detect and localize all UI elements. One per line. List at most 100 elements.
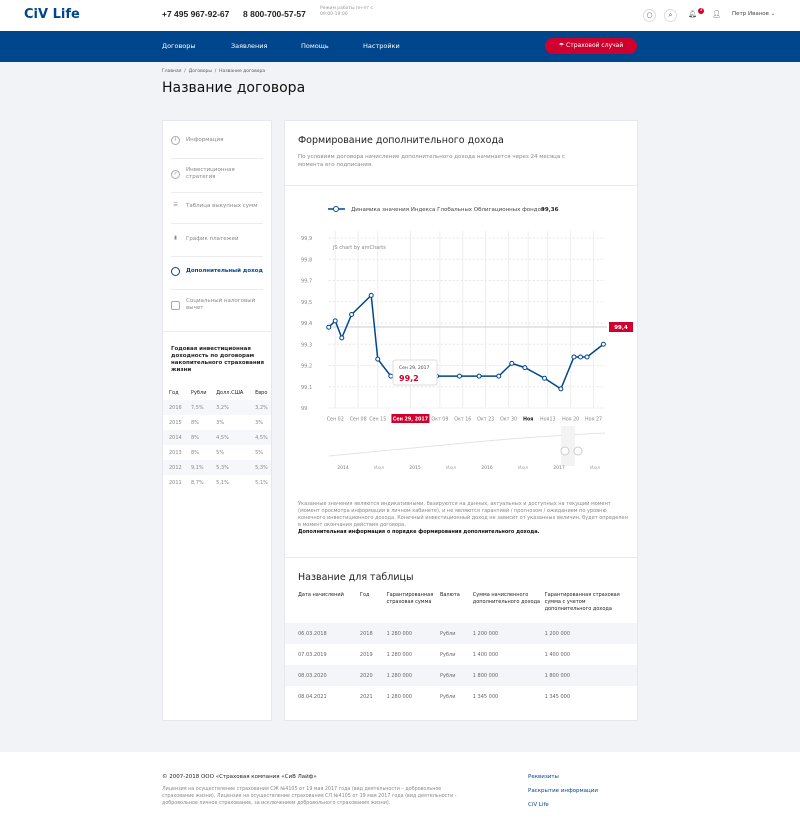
table-cell: 1 400 000: [544, 651, 571, 658]
table-cell: 2014: [163, 430, 185, 445]
sidebar-item-label: Инвестиционная стратегия: [186, 167, 235, 180]
sidebar-item-payments[interactable]: ▮ График платежей: [171, 235, 263, 244]
sidebar-item-label: Дополнительный доход: [186, 268, 263, 274]
scroller-label: 2014: [337, 465, 349, 471]
table-cell: 7,5%: [184, 400, 211, 415]
divider: [171, 223, 263, 224]
logo[interactable]: CiV Life: [24, 7, 80, 22]
footer-link-requisites[interactable]: Реквизиты: [528, 774, 559, 780]
tooltip-date: Сен 29, 2017: [399, 365, 429, 371]
data-point: [349, 312, 355, 317]
table-row: 2016 7,5% 3,2% 3,2%: [163, 400, 271, 415]
table-cell: 5%: [216, 449, 225, 456]
legend-value: 99,36: [541, 207, 559, 213]
table-cell: 9,1%: [184, 460, 211, 475]
table-cell: 1 800 000: [472, 665, 545, 686]
nav-applications[interactable]: Заявления: [231, 42, 268, 50]
table-cell: 2021: [359, 693, 373, 700]
phone-hotline[interactable]: 8 800-700-57-57: [243, 9, 306, 19]
data-point: [375, 356, 381, 362]
income-table: Дата начислений Год Гарантированная страхо…: [285, 588, 637, 707]
data-point: [476, 373, 482, 379]
sidebar-item-info[interactable]: i Информация: [171, 136, 263, 145]
copyright: © 2007-2018 ООО «Страховая компания «СиВ…: [162, 774, 317, 780]
divider: [171, 192, 263, 193]
table-cell: 2016: [163, 400, 185, 415]
data-point: [326, 324, 332, 330]
index-chart[interactable]: Динамика значения Индекса Глобальных Обл…: [285, 191, 637, 481]
y-tick-label: 99,2: [301, 364, 312, 370]
col-header: Год: [169, 389, 179, 396]
col-header: Гарантированная страховая сумма: [386, 592, 434, 605]
data-point: [496, 373, 502, 379]
table-cell: 5,1%: [216, 479, 229, 486]
phone-moscow[interactable]: +7 495 967-92-67: [162, 9, 230, 19]
scroller-label: 2015: [409, 465, 421, 471]
table-cell: 2018: [359, 623, 387, 644]
sidebar-item-surrender-table[interactable]: ☰ Таблица выкупных сумм: [171, 202, 263, 211]
breadcrumb-home[interactable]: Главная: [162, 69, 182, 74]
col-header: Валюта: [439, 592, 460, 598]
x-tick-label: Окт 16: [454, 417, 471, 423]
section-title: Формирование дополнительного дохода: [298, 135, 504, 146]
table-cell: 1 200 000: [544, 623, 637, 644]
y-tick-label: 99,9: [301, 236, 312, 242]
x-tick-label: Сен 15: [369, 417, 386, 423]
insurance-case-button[interactable]: ☂ Страховой случай: [545, 38, 637, 54]
footer-link-civlife[interactable]: CiV Life: [528, 802, 549, 808]
table-cell: 5,1%: [255, 479, 268, 486]
table-title: Название для таблицы: [298, 572, 414, 583]
x-tick-label: Ноя 27: [585, 417, 602, 423]
legend-marker: [333, 206, 339, 212]
data-point: [332, 318, 338, 324]
nav-contracts[interactable]: Договоры: [162, 42, 196, 50]
footer-link-disclosure[interactable]: Раскрытие информации: [528, 788, 598, 794]
legend-label: Динамика значения Индекса Глобальных Обл…: [351, 207, 544, 213]
divider: [285, 557, 637, 558]
x-tick-highlight: [391, 414, 430, 423]
scroller-left-handle: [560, 446, 570, 456]
chat-icon[interactable]: ○: [643, 9, 656, 22]
sidebar-item-additional-income[interactable]: Дополнительный доход: [171, 267, 263, 276]
data-point: [457, 373, 462, 379]
table-cell: 1 280 000: [386, 651, 413, 658]
x-tick-label: Окт 30: [500, 417, 517, 423]
scroller-label: Июл: [446, 465, 456, 471]
nav-help[interactable]: Помощь: [301, 42, 329, 50]
user-icon[interactable]: 👤︎: [712, 10, 721, 18]
data-point: [571, 354, 577, 360]
sidebar-item-tax-deduction[interactable]: Социальный налоговый вычет: [171, 298, 263, 312]
x-tick-label: Окт 23: [477, 417, 494, 423]
chart-credit: JS chart by amCharts: [332, 245, 386, 251]
user-menu[interactable]: Петр Иванов ⌄: [732, 11, 775, 17]
table-cell: 2013: [169, 449, 182, 456]
yield-title: Годовая инвестиционная доходность по дог…: [171, 346, 265, 373]
table-cell: 8,7%: [190, 479, 204, 486]
col-header: Евро: [255, 389, 268, 396]
table-cell: 3,2%: [210, 400, 250, 415]
table-cell: Рубли: [439, 623, 473, 644]
breadcrumb-contracts[interactable]: Договоры: [188, 69, 212, 74]
insurance-case-label: Страховой случай: [566, 42, 624, 49]
work-hours: Режим работы пн-пт с 09:00-19:00: [320, 6, 374, 17]
table-cell: Рубли: [439, 651, 456, 658]
x-tick-label: Окт 09: [431, 417, 448, 423]
col-header: Рубли: [190, 389, 207, 396]
nav-settings[interactable]: Настройки: [363, 42, 400, 50]
search-icon[interactable]: ⌕: [664, 9, 677, 22]
more-info-link[interactable]: Дополнительная информация о порядке форм…: [298, 529, 540, 535]
divider: [285, 185, 637, 186]
data-point: [522, 365, 528, 371]
table-row: 2011 8,7% 5,1% 5,1%: [163, 475, 271, 490]
yield-table: Год Рубли Долл.США Евро 2016 7,5% 3,2% 3,2% 201…: [163, 385, 271, 490]
x-tick-label: Сен 02: [327, 417, 344, 423]
sidebar-item-label: Социальный налоговый вычет: [186, 298, 256, 311]
sidebar-item-strategy[interactable]: ✓ Инвестиционная стратегия: [171, 167, 263, 181]
bell-icon[interactable]: 🔔︎: [688, 10, 697, 18]
top-header: CiV Life +7 495 967-92-67 8 800-700-57-5…: [0, 0, 800, 31]
x-tick-label: Ноя 20: [562, 417, 579, 423]
y-tick-label: 99,8: [301, 257, 312, 263]
table-cell: 4,5%: [210, 430, 250, 445]
footer: © 2007-2018 ООО «Страховая компания «СиВ…: [0, 752, 800, 832]
table-cell: 8%: [190, 449, 199, 456]
